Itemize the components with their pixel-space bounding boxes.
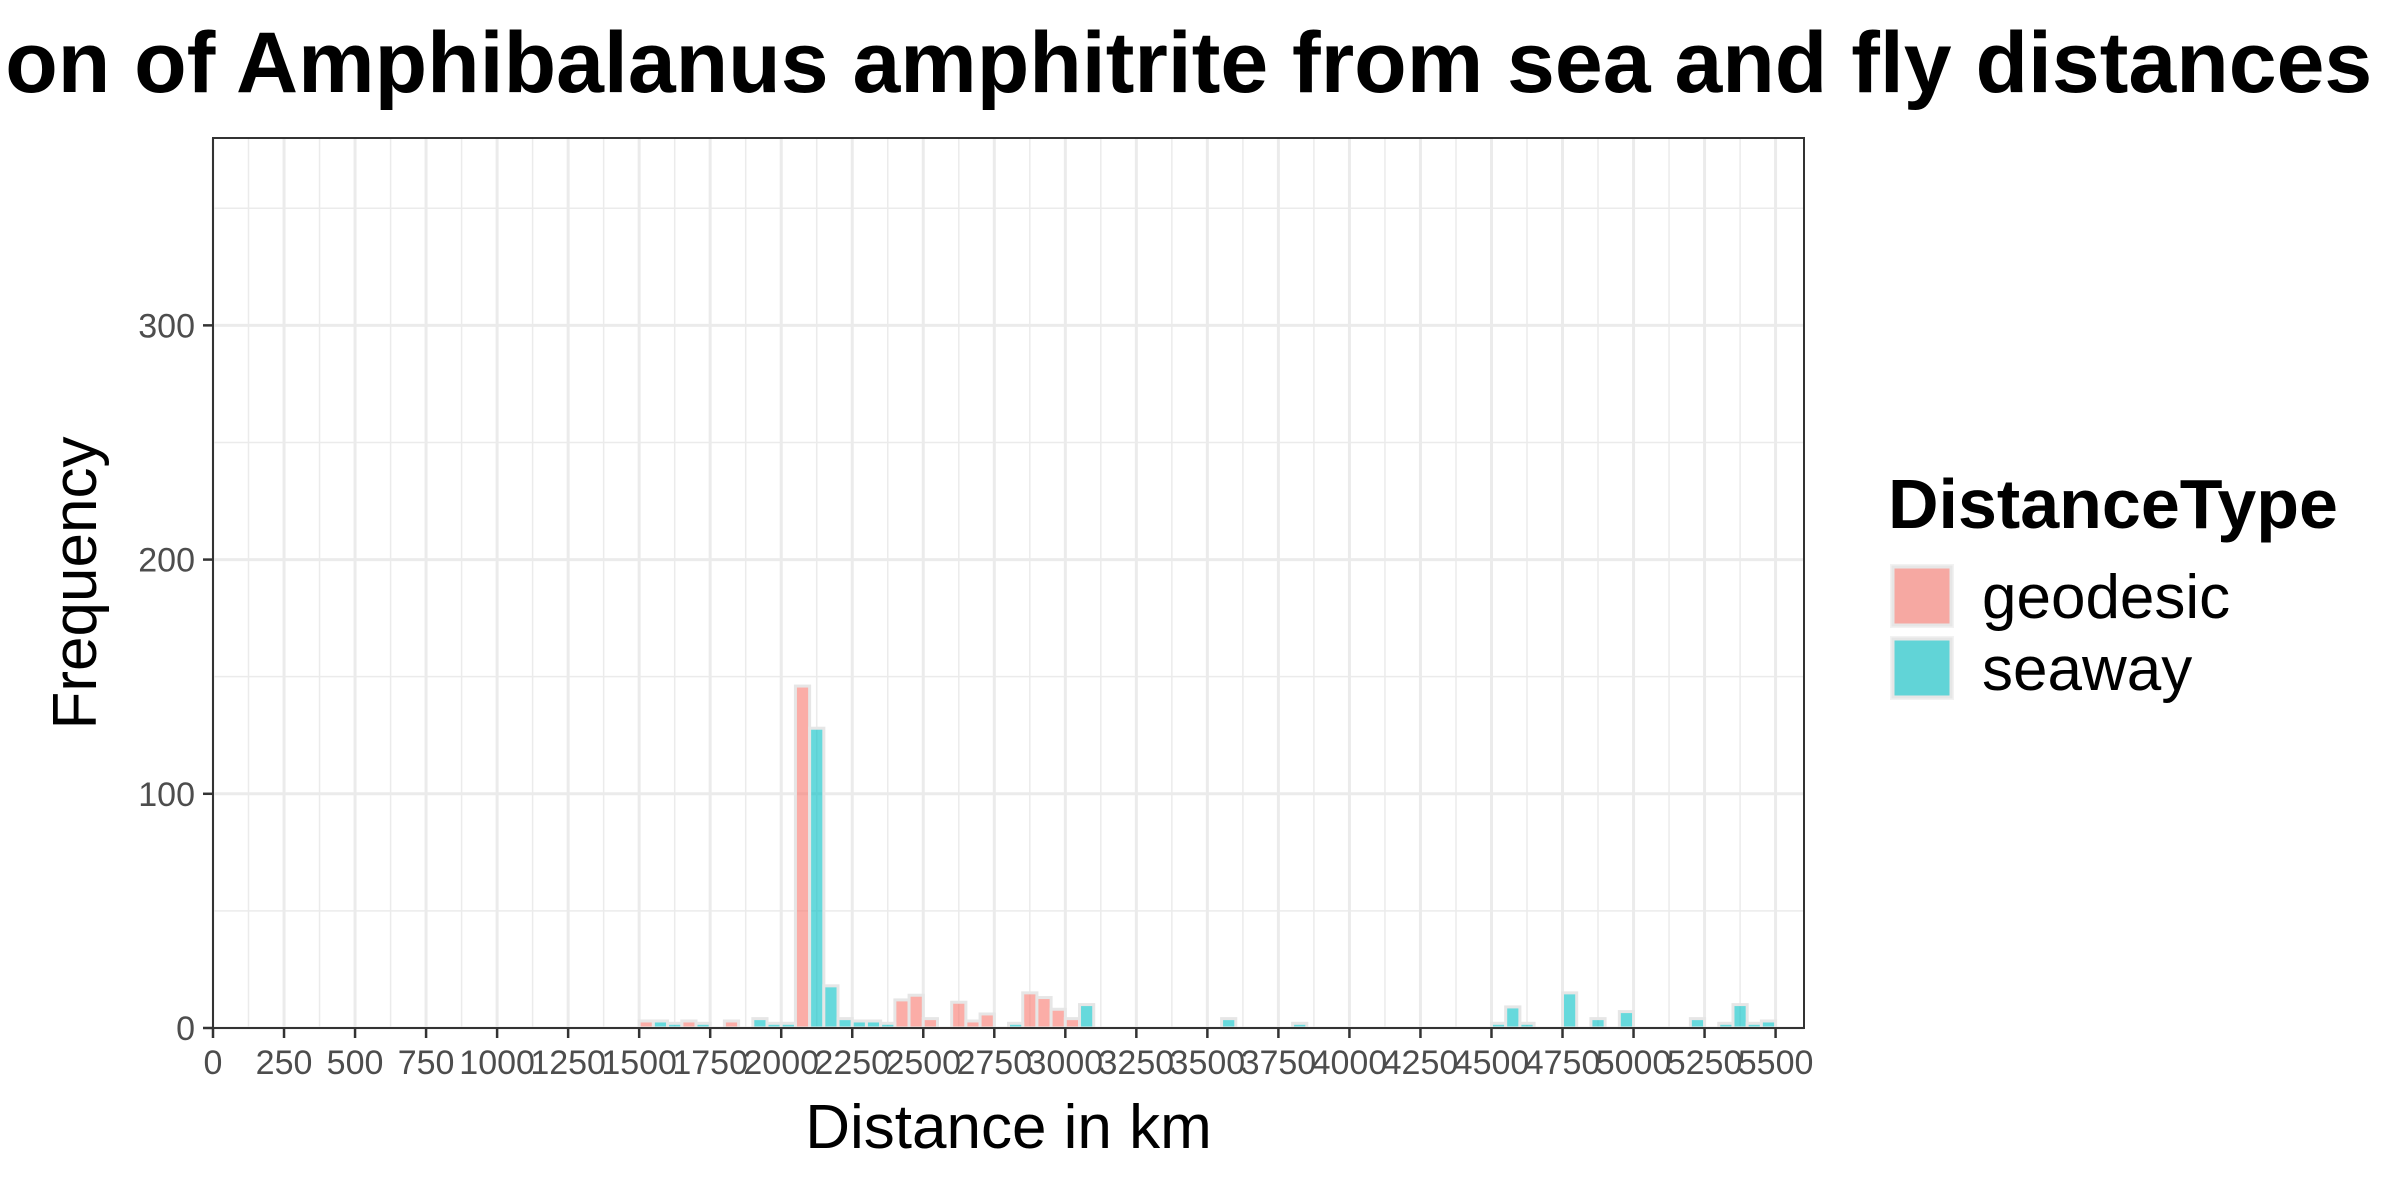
x-tick-label: 250 bbox=[256, 1044, 313, 1082]
x-tick-label: 1750 bbox=[672, 1044, 748, 1082]
legend-title: DistanceType bbox=[1888, 465, 2338, 543]
x-tick-label: 3000 bbox=[1028, 1044, 1104, 1082]
x-tick-label: 750 bbox=[398, 1044, 455, 1082]
chart-title: Distribution of Amphibalanus amphitrite … bbox=[0, 15, 2372, 111]
x-tick-label: 500 bbox=[327, 1044, 384, 1082]
bar-geodesic bbox=[680, 1019, 698, 1030]
legend-swatch-seaway bbox=[1891, 637, 1953, 699]
bar-seaway bbox=[1759, 1019, 1778, 1030]
y-tick-label: 0 bbox=[176, 1010, 195, 1048]
y-tick-label: 200 bbox=[138, 542, 195, 580]
x-tick-label: 2000 bbox=[743, 1044, 819, 1082]
legend-label-seaway: seaway bbox=[1982, 635, 2192, 704]
x-axis-title: Distance in km bbox=[805, 1093, 1212, 1162]
bar-geodesic bbox=[1063, 1017, 1082, 1030]
y-tick-label: 100 bbox=[138, 776, 195, 814]
x-tick-label: 2750 bbox=[956, 1044, 1032, 1082]
bar-seaway bbox=[1561, 991, 1579, 1030]
x-tick-label: 4250 bbox=[1383, 1044, 1459, 1082]
bar-seaway bbox=[1078, 1003, 1096, 1030]
bar-seaway bbox=[850, 1019, 868, 1030]
grid-lines bbox=[211, 138, 1804, 1030]
x-tick-label: 1250 bbox=[530, 1044, 606, 1082]
bar-seaway bbox=[836, 1017, 854, 1030]
x-tick-label: 1500 bbox=[601, 1044, 677, 1082]
x-tick-label: 4750 bbox=[1525, 1044, 1601, 1082]
x-axis: 0 250 500 750 100012501500175020002250250027… bbox=[204, 1028, 1814, 1082]
bar-geodesic bbox=[722, 1019, 741, 1030]
x-tick-label: 0 bbox=[204, 1044, 223, 1082]
x-tick-label: 5500 bbox=[1738, 1044, 1814, 1082]
bar-geodesic bbox=[793, 684, 812, 1030]
bar-seaway bbox=[651, 1019, 670, 1030]
bar-seaway bbox=[1589, 1017, 1607, 1030]
legend-swatch-geodesic bbox=[1891, 565, 1953, 627]
bar-geodesic bbox=[950, 1000, 968, 1030]
bar-geodesic bbox=[1049, 1007, 1067, 1030]
x-tick-label: 5250 bbox=[1667, 1044, 1743, 1082]
x-tick-label: 2250 bbox=[814, 1044, 890, 1082]
x-tick-label: 3500 bbox=[1170, 1044, 1246, 1082]
bar-geodesic bbox=[1021, 991, 1039, 1030]
bar-geodesic bbox=[964, 1019, 982, 1030]
x-tick-label: 2500 bbox=[885, 1044, 961, 1082]
x-tick-label: 5000 bbox=[1596, 1044, 1672, 1082]
bar-seaway bbox=[1731, 1003, 1749, 1030]
bar-seaway bbox=[1617, 1010, 1636, 1030]
x-tick-label: 1000 bbox=[459, 1044, 535, 1082]
y-axis: 0 100 200 300 bbox=[138, 307, 213, 1048]
bar-geodesic bbox=[637, 1019, 655, 1030]
bar-seaway bbox=[864, 1019, 883, 1030]
bar-seaway bbox=[822, 984, 840, 1030]
panel-border bbox=[212, 137, 1805, 1029]
bar-seaway bbox=[1504, 1005, 1522, 1030]
bar-geodesic bbox=[978, 1012, 996, 1030]
bar-geodesic bbox=[907, 993, 925, 1030]
legend-label-geodesic: geodesic bbox=[1982, 563, 2230, 632]
bar-seaway bbox=[808, 726, 826, 1030]
bar-geodesic bbox=[921, 1017, 939, 1030]
bar-seaway bbox=[751, 1017, 769, 1030]
y-tick-label: 300 bbox=[138, 307, 195, 345]
bar-geodesic bbox=[893, 998, 911, 1030]
y-axis-title: Frequency bbox=[41, 437, 110, 730]
x-tick-label: 3750 bbox=[1241, 1044, 1317, 1082]
bar-seaway bbox=[1688, 1017, 1707, 1030]
bar-geodesic bbox=[1035, 996, 1053, 1030]
bar-seaway bbox=[1220, 1017, 1238, 1030]
x-tick-label: 3250 bbox=[1099, 1044, 1175, 1082]
x-tick-label: 4500 bbox=[1454, 1044, 1530, 1082]
panel-background bbox=[213, 138, 1804, 1028]
x-tick-label: 4000 bbox=[1312, 1044, 1388, 1082]
